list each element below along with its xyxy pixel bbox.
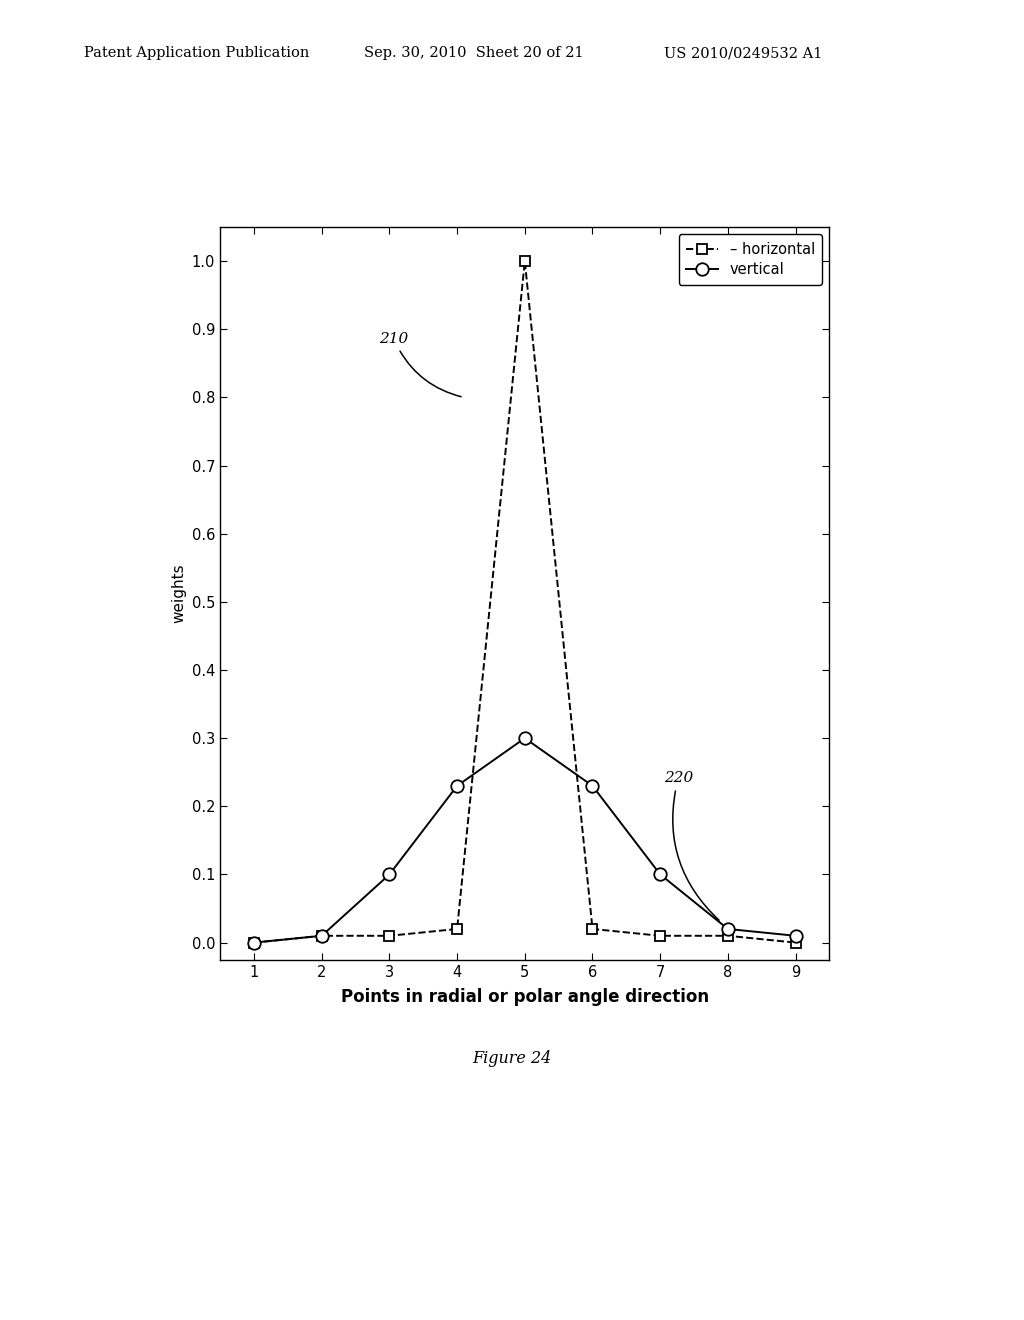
Text: 220: 220 [664,771,719,920]
Y-axis label: weights: weights [171,564,186,623]
Text: 210: 210 [379,331,461,397]
Text: US 2010/0249532 A1: US 2010/0249532 A1 [664,46,822,61]
Legend: – horizontal, vertical: – horizontal, vertical [679,235,822,285]
Text: Figure 24: Figure 24 [472,1049,552,1067]
Text: Patent Application Publication: Patent Application Publication [84,46,309,61]
X-axis label: Points in radial or polar angle direction: Points in radial or polar angle directio… [341,987,709,1006]
Text: Sep. 30, 2010  Sheet 20 of 21: Sep. 30, 2010 Sheet 20 of 21 [364,46,583,61]
